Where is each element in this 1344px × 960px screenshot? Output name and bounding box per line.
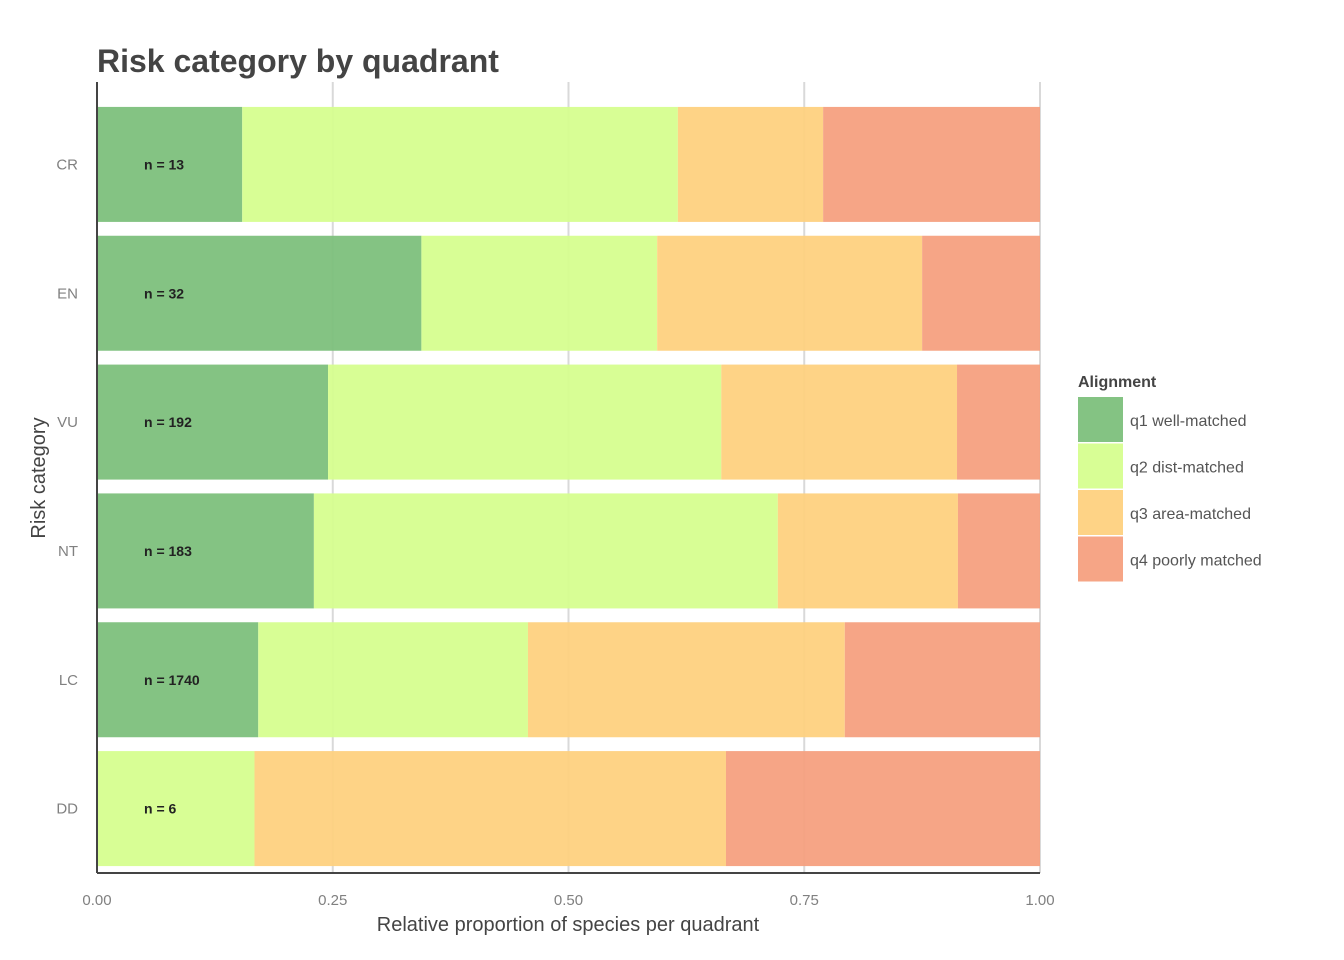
x-tick-4: 1.00 — [1025, 892, 1054, 909]
bar-nt-q2 — [313, 493, 778, 609]
bar-vu-q3 — [721, 364, 958, 480]
bar-en-q3 — [657, 235, 923, 351]
bar-dd-q4 — [725, 751, 1040, 867]
count-label-en: n = 32 — [144, 285, 184, 301]
legend-swatch-q3 — [1078, 490, 1123, 535]
bar-lc-q4 — [844, 622, 1040, 738]
y-tick-nt: NT — [58, 543, 78, 560]
count-label-lc: n = 1740 — [144, 672, 200, 688]
bar-cr-q4 — [823, 106, 1040, 222]
count-labels: n = 13 n = 32 n = 192 n = 183 n = 1740 n = 6 — [144, 156, 200, 816]
bar-cr-q2 — [242, 106, 678, 222]
chart-title: Risk category by quadrant — [97, 43, 499, 79]
y-tick-vu: VU — [57, 414, 78, 431]
x-tick-2: 0.50 — [554, 892, 583, 909]
bar-vu-q2 — [328, 364, 722, 480]
bar-vu-q4 — [957, 364, 1040, 480]
bar-lc-q1 — [97, 622, 259, 738]
y-tick-lc: LC — [59, 672, 78, 689]
y-tick-labels: CR EN VU NT LC DD — [56, 156, 78, 817]
bar-nt-q1 — [97, 493, 314, 609]
y-tick-en: EN — [57, 285, 78, 302]
x-tick-3: 0.75 — [790, 892, 819, 909]
legend-label-q1: q1 well-matched — [1130, 413, 1247, 430]
bar-dd-q3 — [254, 751, 726, 867]
legend-label-q3: q3 area-matched — [1130, 506, 1251, 523]
y-tick-dd: DD — [56, 801, 78, 818]
count-label-dd: n = 6 — [144, 801, 177, 817]
bar-lc-q2 — [258, 622, 528, 738]
x-axis-title: Relative proportion of species per quadr… — [377, 914, 760, 936]
legend-swatch-q2 — [1078, 443, 1123, 489]
legend-title: Alignment — [1078, 374, 1157, 391]
bars — [97, 106, 1040, 867]
y-tick-cr: CR — [56, 156, 78, 173]
bar-dd-q2 — [97, 751, 255, 867]
bar-en-q4 — [922, 235, 1040, 351]
bar-en-q2 — [421, 235, 658, 351]
x-tick-0: 0.00 — [82, 892, 111, 909]
count-label-cr: n = 13 — [144, 156, 184, 172]
legend-label-q4: q4 poorly matched — [1130, 553, 1262, 570]
y-axis-title: Risk category — [28, 417, 50, 538]
legend-label-q2: q2 dist-matched — [1130, 460, 1244, 477]
bar-nt-q4 — [957, 493, 1040, 609]
bar-nt-q3 — [777, 493, 958, 609]
count-label-vu: n = 192 — [144, 414, 192, 430]
bar-cr-q1 — [97, 106, 243, 222]
legend-swatch-q1 — [1078, 397, 1123, 442]
x-tick-labels: 0.00 0.25 0.50 0.75 1.00 — [82, 892, 1054, 909]
axes — [96, 82, 1040, 874]
bar-vu-q1 — [97, 364, 329, 480]
x-tick-1: 0.25 — [318, 892, 347, 909]
legend: Alignment q1 well-matched q2 dist-matched… — [1078, 374, 1262, 582]
count-label-nt: n = 183 — [144, 543, 192, 559]
bar-cr-q3 — [677, 106, 824, 222]
bar-en-q1 — [97, 235, 422, 351]
legend-swatch-q4 — [1078, 536, 1123, 582]
bar-lc-q3 — [527, 622, 845, 738]
